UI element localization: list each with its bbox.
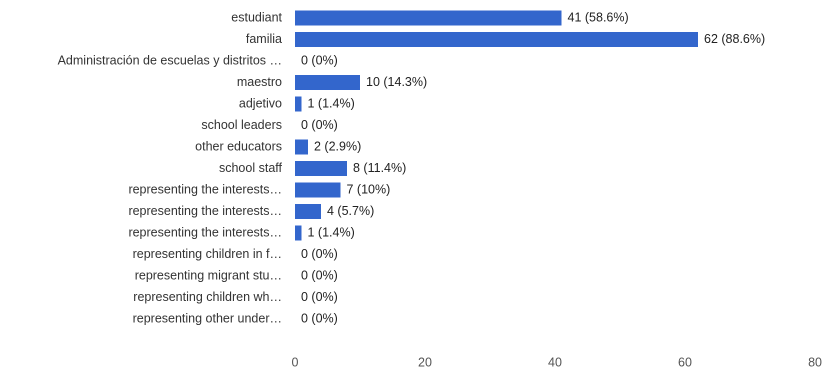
category-label: Administración de escuelas y distritos … — [58, 53, 282, 67]
bar — [295, 10, 562, 26]
category-label: school leaders — [201, 118, 282, 132]
x-tick-label: 60 — [678, 355, 692, 369]
data-label: 0 (0%) — [301, 53, 338, 67]
bar — [295, 204, 321, 219]
category-label: representing migrant stu… — [135, 268, 282, 282]
category-labels-group: estudiant familia Administración de escuel… — [58, 10, 283, 325]
category-label: representing children in f… — [133, 247, 282, 261]
data-label: 0 (0%) — [301, 311, 338, 325]
data-label: 41 (58.6%) — [568, 10, 629, 24]
category-label: school staff — [219, 161, 283, 175]
bars-group — [295, 10, 698, 241]
category-label: representing the interests… — [128, 225, 282, 239]
data-labels-group: 41 (58.6%) 62 (88.6%) 0 (0%) 10 (14.3%) 1 (1… — [301, 10, 765, 325]
x-tick-label: 0 — [292, 355, 299, 369]
data-label: 1 (1.4%) — [308, 225, 355, 239]
category-label: representing the interests… — [128, 182, 282, 196]
bar — [295, 139, 308, 155]
data-label: 0 (0%) — [301, 118, 338, 132]
category-label: other educators — [195, 139, 282, 153]
category-label: maestro — [237, 75, 282, 89]
x-tick-label: 20 — [418, 355, 432, 369]
category-label: familia — [246, 32, 282, 46]
bar — [295, 182, 341, 198]
bar — [295, 32, 698, 47]
category-label: adjetivo — [239, 96, 282, 110]
data-label: 1 (1.4%) — [308, 96, 355, 110]
x-axis-ticks-group: 0 20 40 60 80 — [292, 355, 823, 369]
category-label: representing the interests… — [128, 204, 282, 218]
bar — [295, 96, 302, 112]
data-label: 0 (0%) — [301, 268, 338, 282]
category-label: representing other under… — [133, 311, 282, 325]
x-tick-label: 80 — [808, 355, 822, 369]
data-label: 0 (0%) — [301, 247, 338, 261]
category-label: representing children wh… — [133, 290, 282, 304]
data-label: 0 (0%) — [301, 290, 338, 304]
data-label: 62 (88.6%) — [704, 32, 765, 46]
category-label: estudiant — [231, 10, 282, 24]
data-label: 4 (5.7%) — [327, 204, 374, 218]
x-tick-label: 40 — [548, 355, 562, 369]
data-label: 7 (10%) — [347, 182, 391, 196]
bar — [295, 225, 302, 241]
data-label: 10 (14.3%) — [366, 75, 427, 89]
data-label: 2 (2.9%) — [314, 139, 361, 153]
data-label: 8 (11.4%) — [353, 161, 406, 175]
bar — [295, 161, 347, 176]
bar — [295, 75, 360, 90]
